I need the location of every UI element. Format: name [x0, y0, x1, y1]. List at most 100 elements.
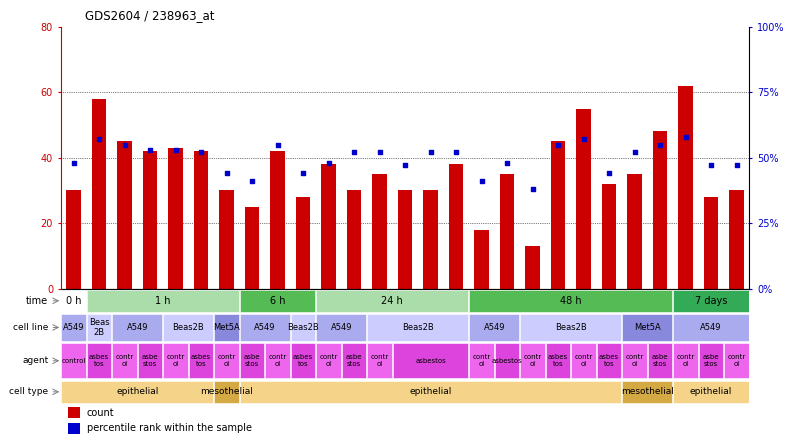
Bar [61, 343, 86, 378]
Point [730, 162, 743, 169]
Bar [622, 343, 647, 378]
Bar [602, 184, 616, 289]
Text: contr
ol: contr ol [523, 354, 542, 367]
Text: asbe
stos: asbe stos [142, 354, 158, 367]
Text: contr
ol: contr ol [370, 354, 389, 367]
Text: epithelial: epithelial [116, 387, 159, 396]
Bar [367, 314, 468, 341]
Text: Met5A: Met5A [213, 323, 240, 332]
Text: asbe
stos: asbe stos [346, 354, 362, 367]
Text: contr
ol: contr ol [319, 354, 338, 367]
Bar [342, 343, 366, 378]
Text: A549: A549 [701, 323, 722, 332]
Bar [647, 343, 672, 378]
Text: contr
ol: contr ol [676, 354, 695, 367]
Point [552, 141, 565, 148]
Point [143, 146, 156, 153]
Bar [92, 99, 106, 289]
Bar [469, 343, 494, 378]
Point [322, 159, 335, 166]
Text: contr
ol: contr ol [166, 354, 185, 367]
Bar [240, 381, 621, 403]
Bar [622, 314, 672, 341]
Bar [373, 174, 386, 289]
Text: 48 h: 48 h [560, 296, 582, 306]
Bar [220, 190, 233, 289]
Text: contr
ol: contr ol [268, 354, 287, 367]
Bar [469, 289, 672, 312]
Bar [596, 343, 621, 378]
Text: count: count [87, 408, 114, 418]
Bar [61, 381, 214, 403]
Bar [622, 381, 672, 403]
Bar [189, 343, 214, 378]
Point [424, 149, 437, 156]
Bar [673, 343, 698, 378]
Bar [322, 164, 335, 289]
Text: contr
ol: contr ol [115, 354, 134, 367]
Text: Met5A: Met5A [634, 323, 661, 332]
Bar [704, 197, 718, 289]
Bar [163, 343, 188, 378]
Point [194, 149, 207, 156]
Bar [138, 343, 163, 378]
Bar [494, 343, 519, 378]
Text: asbes
tos: asbes tos [89, 354, 109, 367]
Bar [679, 86, 693, 289]
Point [118, 141, 131, 148]
Bar [673, 289, 749, 312]
Bar [316, 343, 341, 378]
Bar [117, 141, 131, 289]
Text: cell type: cell type [9, 387, 49, 396]
Bar [545, 343, 570, 378]
Text: epithelial: epithelial [690, 387, 732, 396]
Bar [316, 314, 366, 341]
Bar [520, 343, 545, 378]
Text: A549: A549 [254, 323, 275, 332]
Text: asbe
stos: asbe stos [244, 354, 260, 367]
Bar [520, 314, 621, 341]
Text: Beas2B: Beas2B [287, 323, 319, 332]
Text: contr
ol: contr ol [727, 354, 746, 367]
Text: mesothelial: mesothelial [620, 387, 674, 396]
Point [679, 133, 692, 140]
Bar [724, 343, 749, 378]
Point [296, 170, 309, 177]
Point [450, 149, 463, 156]
Bar [367, 343, 392, 378]
Point [373, 149, 386, 156]
Bar [87, 289, 239, 312]
Point [220, 170, 233, 177]
Text: asbes
tos: asbes tos [548, 354, 568, 367]
Bar [112, 314, 163, 341]
Text: A549: A549 [484, 323, 505, 332]
Bar [265, 343, 290, 378]
Bar [245, 207, 259, 289]
Bar [475, 230, 488, 289]
Point [577, 136, 590, 143]
Point [169, 146, 182, 153]
Bar [698, 343, 723, 378]
Bar [730, 190, 744, 289]
Text: mesothelial: mesothelial [200, 387, 253, 396]
Text: asbe
stos: asbe stos [703, 354, 719, 367]
Point [603, 170, 616, 177]
Bar [163, 314, 214, 341]
Text: Beas2B: Beas2B [173, 323, 204, 332]
Bar [87, 343, 112, 378]
Text: A549: A549 [126, 323, 148, 332]
Bar [271, 151, 284, 289]
Text: A549: A549 [330, 323, 352, 332]
Text: epithelial: epithelial [409, 387, 452, 396]
Text: 24 h: 24 h [382, 296, 403, 306]
Bar [551, 141, 565, 289]
Text: Beas2B: Beas2B [555, 323, 586, 332]
Text: control: control [62, 358, 86, 364]
Bar [469, 314, 519, 341]
Text: asbes
tos: asbes tos [293, 354, 313, 367]
Text: percentile rank within the sample: percentile rank within the sample [87, 423, 252, 433]
Bar [240, 314, 290, 341]
Bar [66, 190, 80, 289]
Bar [526, 246, 539, 289]
Bar [240, 289, 316, 312]
